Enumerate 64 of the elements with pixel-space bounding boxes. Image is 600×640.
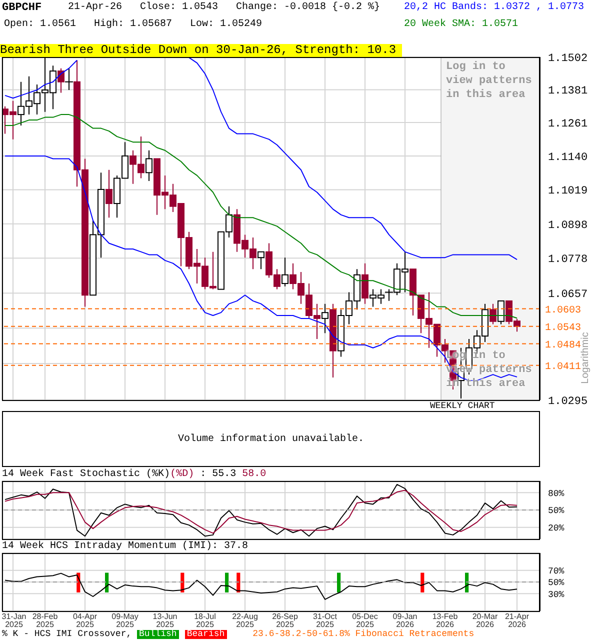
x-tick-label: 04-Apr 2025 — [72, 612, 98, 629]
candlestick — [58, 68, 64, 94]
text: Bearish — [184, 629, 227, 639]
chart-title: GBPCHF — [2, 2, 42, 14]
candlestick — [146, 150, 152, 182]
y-tick-label: 70% — [548, 566, 565, 577]
y-tick-label: 50% — [548, 578, 565, 588]
candlestick — [282, 257, 288, 287]
text: (%D) — [170, 469, 194, 480]
y-tick-label: 30% — [548, 590, 565, 600]
text: 20,2 HC Bands: 1.0372 , 1.0773 — [404, 2, 584, 14]
y-tick-label: 1.1381 — [548, 86, 588, 98]
text: WEEKLY CHART — [430, 401, 495, 411]
text: Volume information unavailable. — [178, 434, 364, 444]
x-tick-label: 20-Mar 2026 — [472, 612, 498, 629]
chart-title: 14 Week HCS Intraday Momentum (IMI): 37.8 — [2, 541, 248, 552]
candlestick — [322, 303, 328, 334]
x-tick-label: 13-Jun 2025 — [152, 612, 178, 629]
y-tick-label: 80% — [548, 488, 565, 499]
text: % K - HCS IMI Crossover, — [2, 629, 133, 639]
y-tick-label: 1.0778 — [548, 254, 588, 266]
x-tick-label: 21-Apr 2026 — [504, 612, 530, 629]
x-tick-label: 26-Sep 2025 — [272, 612, 298, 629]
y-tick-label: 20% — [548, 524, 565, 534]
x-tick-label: 13-Feb 2026 — [432, 612, 458, 629]
text: Bearish Three Outside Down on 30-Jan-26, Strength: 10.3 — [0, 43, 402, 57]
y-tick-label: 1.1261 — [548, 118, 588, 130]
y-tick-label: 50% — [548, 506, 565, 516]
ref-line-label: 1.0603 — [545, 305, 582, 316]
x-tick-label: 09-May 2025 — [112, 612, 138, 629]
candlestick — [258, 251, 264, 270]
text: 20 Week SMA: 1.0571 — [404, 19, 520, 31]
y-tick-label: 1.0657 — [548, 288, 588, 301]
y-tick-label: 1.0295 — [548, 396, 588, 408]
text: 23.6-38.2-50-61.8% Fibonacci Retracements — [252, 629, 474, 639]
x-tick-label: 22-Aug 2025 — [232, 612, 258, 629]
ref-line-label: 1.0484 — [545, 340, 582, 352]
line-series — [4, 572, 518, 600]
ref-line-label: 1.0411 — [545, 362, 582, 373]
x-tick-label: 31-Jan 2025 — [2, 612, 26, 629]
chart-subtitle: 21-Apr-26 Close: 1.0543 Change: -0.0018 {-0.2 %} — [68, 2, 380, 14]
y-axis-title: Logarithmic — [580, 332, 591, 384]
x-tick-label: 09-Jan 2026 — [392, 612, 418, 629]
x-tick-label: 31-Oct 2025 — [312, 612, 338, 629]
chart-title: 14 Week Fast Stochastic — [2, 469, 140, 480]
text: (%K) — [146, 469, 170, 480]
x-tick-label: 28-Feb 2025 — [32, 612, 58, 629]
text: 58.0 — [241, 469, 266, 480]
candlestick — [106, 169, 112, 218]
line-series — [4, 490, 518, 534]
candlestick — [498, 300, 504, 325]
x-tick-label: 18-Jul 2025 — [194, 612, 216, 629]
candlestick — [362, 262, 368, 304]
y-tick-label: 1.1502 — [548, 52, 588, 65]
y-tick-label: 1.1019 — [548, 186, 588, 198]
ref-line-label: 1.0543 — [545, 322, 582, 334]
text: Bullish — [137, 629, 179, 639]
candlestick — [490, 303, 496, 325]
y-tick-label: 1.0898 — [548, 220, 588, 232]
y-tick-label: 1.1140 — [548, 152, 588, 164]
text: Open: 1.0561 High: 1.05687 Low: 1.05249 — [4, 19, 262, 31]
text: : 55.3 — [199, 469, 236, 480]
band-label: Log in to view patterns in this area — [446, 61, 532, 101]
x-tick-label: 05-Dec 2025 — [352, 612, 378, 629]
